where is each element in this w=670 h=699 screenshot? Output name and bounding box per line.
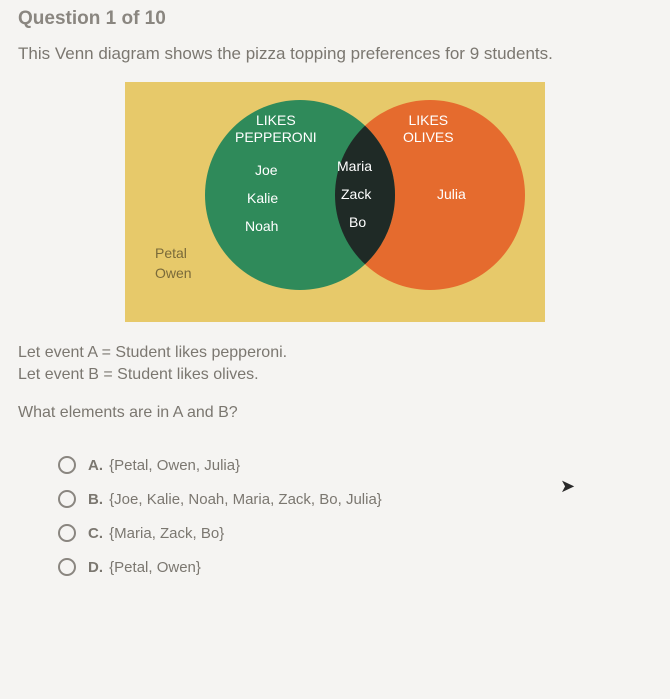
question-prompt: This Venn diagram shows the pizza toppin… xyxy=(18,44,652,64)
event-b-text: Let event B = Student likes olives. xyxy=(18,366,652,384)
venn-outside-1: Owen xyxy=(155,264,192,282)
option-label: A. {Petal, Owen, Julia} xyxy=(88,457,240,474)
option-a[interactable]: A. {Petal, Owen, Julia} xyxy=(18,448,652,482)
radio-icon xyxy=(58,524,76,542)
option-label: C. {Maria, Zack, Bo} xyxy=(88,525,224,542)
cursor-icon: ➤ xyxy=(560,476,575,497)
venn-center-name-0: Maria xyxy=(337,158,372,175)
venn-diagram: LIKES PEPPERONI LIKES OLIVES Joe Kalie N… xyxy=(125,82,545,322)
radio-icon xyxy=(58,490,76,508)
option-label: B. {Joe, Kalie, Noah, Maria, Zack, Bo, J… xyxy=(88,491,382,508)
venn-left-name-2: Noah xyxy=(245,218,278,235)
question-number: Question 1 of 10 xyxy=(18,8,652,30)
option-c[interactable]: C. {Maria, Zack, Bo} xyxy=(18,516,652,550)
venn-left-title: LIKES PEPPERONI xyxy=(235,112,317,146)
venn-center-name-1: Zack xyxy=(341,186,371,203)
event-a-text: Let event A = Student likes pepperoni. xyxy=(18,344,652,362)
option-d[interactable]: D. {Petal, Owen} xyxy=(18,550,652,584)
venn-right-title: LIKES OLIVES xyxy=(403,112,454,146)
radio-icon xyxy=(58,456,76,474)
venn-left-name-1: Kalie xyxy=(247,190,278,207)
venn-left-name-0: Joe xyxy=(255,162,278,179)
option-label: D. {Petal, Owen} xyxy=(88,559,201,576)
venn-right-name-0: Julia xyxy=(437,186,466,203)
radio-icon xyxy=(58,558,76,576)
option-b[interactable]: B. {Joe, Kalie, Noah, Maria, Zack, Bo, J… xyxy=(18,482,652,516)
venn-outside-0: Petal xyxy=(155,244,187,262)
sub-question: What elements are in A and B? xyxy=(18,404,652,422)
venn-center-name-2: Bo xyxy=(349,214,366,231)
